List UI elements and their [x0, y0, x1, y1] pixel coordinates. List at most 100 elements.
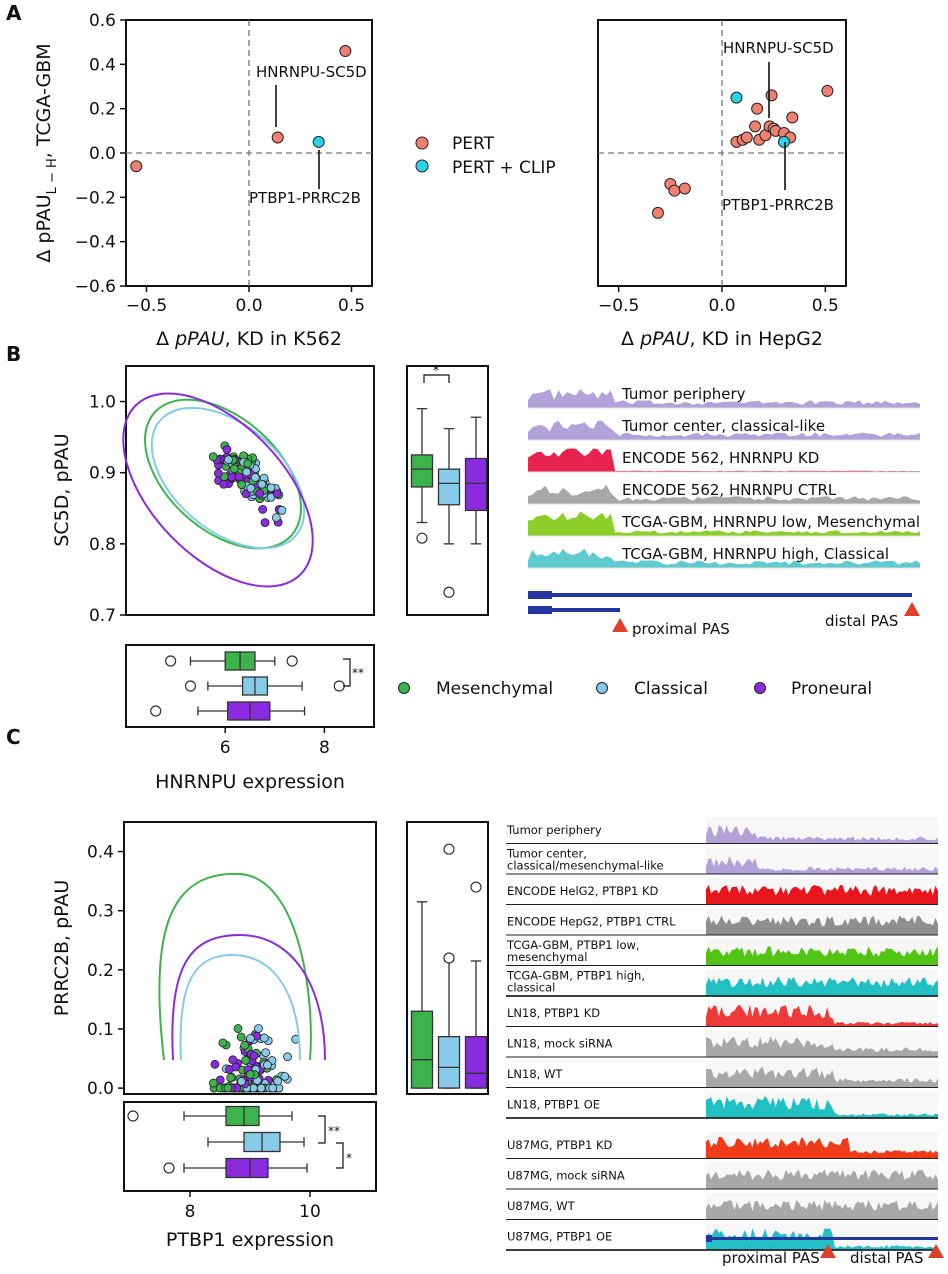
track-c-coverage	[706, 1066, 938, 1088]
track-b-label: TCGA-GBM, HNRNPU high, Classical	[621, 545, 889, 563]
box-outlier	[470, 881, 482, 893]
track-c-label: U87MG, PTBP1 OE	[507, 1230, 612, 1244]
legend-b-proneural-label: Proneural	[791, 679, 872, 699]
point-mesenchymal	[233, 1024, 243, 1033]
point-proneural	[260, 518, 270, 528]
track-c-coverage	[706, 1136, 938, 1159]
track-b-coverage	[528, 548, 920, 568]
x-tick-label: −0.5	[126, 296, 167, 316]
point-pert	[821, 84, 834, 97]
y-tick-label: 0.0	[89, 144, 116, 164]
c-ellipse-proneural	[171, 933, 326, 1061]
box-outlier	[443, 952, 455, 964]
point-pert	[751, 102, 764, 115]
y-tick-label: 0.6	[89, 11, 116, 31]
b-gene-exon-1	[528, 591, 552, 599]
box-outlier	[163, 1162, 175, 1174]
box-mesenchymal	[410, 454, 434, 488]
track-c-label-line2: mesenchymal	[507, 950, 588, 964]
track-c-label: U87MG, mock siRNA	[507, 1169, 625, 1183]
x-tick-label: 0.5	[812, 296, 839, 316]
legend-a: PERT PERT + CLIP	[415, 134, 556, 178]
point-classical	[256, 1083, 266, 1093]
point-classical	[277, 505, 287, 515]
point-mesenchymal	[223, 1083, 233, 1093]
box-mesenchymal	[410, 1010, 434, 1089]
genome-tracks-b: Tumor periphery Tumor center, classical-l…	[528, 385, 920, 569]
track-c-coverage	[706, 1169, 938, 1189]
legend-a-pert-marker	[415, 136, 429, 150]
track-b-label: Tumor periphery	[621, 385, 746, 403]
chart-a-left: 0.6 0.4 0.2 0.0 −0.2 −0.4 −0.6 −0.5 0.0 0.5 HNRN…	[33, 11, 373, 350]
box-outlier	[184, 680, 197, 692]
c-ellipse-classical	[179, 953, 301, 1061]
point-proneural	[234, 472, 244, 482]
panel-label-b: B	[6, 342, 21, 366]
y-tick-label: 0.8	[89, 535, 116, 555]
x-tick-label: 8	[185, 1202, 196, 1222]
x-tick-label: 6	[220, 738, 231, 758]
c-scatter-frame	[123, 821, 377, 1095]
x-tick-label: 0.0	[235, 296, 262, 316]
x-tick-label: −0.5	[598, 296, 639, 316]
y-tick-label: 0.7	[89, 606, 116, 626]
y-tick-label: 0.1	[87, 1020, 114, 1040]
track-c-label: Tumor center,	[506, 847, 587, 861]
x-tick-label: 0.0	[708, 296, 735, 316]
point-classical	[263, 1060, 272, 1070]
track-c-label: TCGA-GBM, PTBP1 low,	[506, 938, 640, 952]
point-proneural	[227, 472, 237, 482]
track-b-coverage	[528, 388, 920, 408]
c-box-expr-sig-bracket-2	[336, 1142, 344, 1169]
box-outlier	[127, 1110, 139, 1122]
box-mesenchymal	[225, 1105, 260, 1127]
track-c-coverage	[706, 1004, 938, 1027]
point-pert	[130, 160, 143, 173]
point-pert	[765, 89, 778, 102]
point-classical	[283, 1052, 292, 1062]
chart-b-box-ppau: *	[406, 364, 489, 616]
a-right-annot-ptbp1: PTBP1-PRRC2B	[722, 196, 834, 214]
y-tick-label: 1.0	[89, 393, 116, 413]
point-mesenchymal	[240, 1040, 250, 1050]
track-b-label: ENCODE 562, HNRNPU KD	[622, 449, 819, 467]
c-box-expr-frame	[123, 1101, 377, 1192]
point-pert-clip	[312, 135, 325, 148]
point-pert	[786, 111, 799, 124]
point-pert	[271, 131, 284, 144]
genome-tracks-c: Tumor periphery Tumor center,classical/me…	[506, 817, 938, 1251]
track-c-coverage	[706, 1200, 938, 1220]
c-box-ppau-frame	[406, 821, 489, 1095]
box-proneural	[464, 457, 488, 512]
point-mesenchymal	[241, 1055, 250, 1065]
c-box-expr-sig-2: *	[346, 1151, 352, 1165]
b-box-expr-xlabel: HNRNPU expression	[155, 771, 345, 793]
point-proneural	[258, 505, 268, 514]
point-pert	[651, 206, 664, 219]
point-classical	[280, 1071, 290, 1081]
c-scatter-ylabel: PRRC2B, pPAU	[51, 880, 73, 1017]
c-proximal-pas-label: proximal PAS	[722, 1249, 820, 1267]
track-c-label: LN18, WT	[507, 1067, 563, 1081]
b-ellipse-mesenchymal	[144, 398, 302, 550]
box-outlier	[165, 655, 177, 667]
legend-b-mesenchymal-label: Mesenchymal	[436, 679, 553, 699]
y-tick-label: 0.9	[89, 464, 116, 484]
y-tick-label: −0.4	[75, 233, 116, 253]
point-classical	[261, 1048, 271, 1058]
point-classical	[271, 513, 281, 522]
track-b-label: TCGA-GBM, HNRNPU low, Mesenchymal	[621, 513, 920, 531]
y-tick-label: 0.0	[87, 1079, 114, 1099]
x-tick-label: 8	[319, 738, 330, 758]
track-c-coverage	[706, 856, 938, 874]
c-gene-exon	[706, 1235, 712, 1242]
point-proneural	[210, 1059, 220, 1069]
track-c-coverage	[706, 1096, 938, 1118]
point-classical	[259, 1033, 269, 1043]
b-box-ppau-frame	[406, 365, 489, 616]
x-tick-label: 0.5	[338, 296, 365, 316]
point-classical	[273, 1076, 283, 1086]
chart-b-box-expr: ** 6 8 HNRNPU expression	[125, 644, 375, 793]
a-right-xlabel: Δ pPAU, KD in HepG2	[621, 328, 823, 350]
legend-b-mesenchymal-marker	[398, 682, 410, 694]
